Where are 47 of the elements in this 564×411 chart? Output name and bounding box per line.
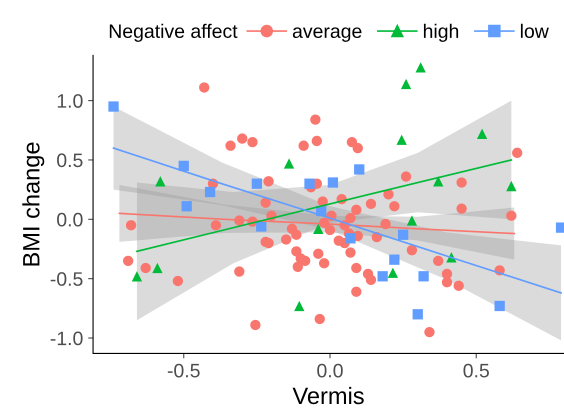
point bbox=[304, 178, 315, 189]
point bbox=[152, 262, 163, 274]
x-tick-label: -0.5 bbox=[168, 364, 200, 378]
point bbox=[132, 271, 142, 282]
point bbox=[433, 176, 444, 186]
y-tick-label: -1.0 bbox=[50, 331, 83, 346]
point bbox=[406, 215, 418, 226]
point bbox=[506, 180, 516, 192]
y-tick-label: -0.5 bbox=[50, 272, 83, 286]
line-series bbox=[112, 147, 562, 294]
point bbox=[494, 300, 505, 312]
x-tick-label: 0.0 bbox=[317, 364, 343, 378]
y-tick-label: 0.5 bbox=[57, 153, 83, 168]
x-tick-label: 0.5 bbox=[463, 364, 489, 378]
point bbox=[476, 128, 488, 139]
point bbox=[294, 300, 304, 312]
legend-label: low bbox=[520, 24, 549, 38]
legend-label: high bbox=[424, 24, 458, 42]
point bbox=[412, 309, 423, 320]
point bbox=[256, 221, 266, 232]
point bbox=[328, 177, 338, 188]
point bbox=[354, 164, 364, 175]
point bbox=[396, 134, 407, 145]
point bbox=[155, 176, 166, 186]
line-series bbox=[118, 212, 516, 234]
y-axis-title: BMI change bbox=[22, 142, 44, 266]
line-series bbox=[136, 159, 512, 252]
point bbox=[418, 271, 429, 282]
point bbox=[252, 178, 262, 189]
point bbox=[108, 101, 119, 112]
x-axis-title: Vermis bbox=[292, 386, 364, 404]
y-tick-label: 1.0 bbox=[58, 94, 83, 108]
point bbox=[388, 268, 398, 278]
point bbox=[416, 62, 426, 73]
point bbox=[204, 186, 216, 198]
point bbox=[182, 201, 192, 212]
point bbox=[400, 78, 412, 90]
legend-label: average bbox=[292, 27, 362, 42]
point bbox=[389, 254, 400, 265]
point bbox=[284, 158, 294, 169]
point bbox=[345, 233, 356, 244]
legend-title: Negative affect bbox=[110, 24, 238, 42]
point bbox=[398, 230, 408, 240]
point bbox=[313, 224, 324, 234]
point bbox=[377, 271, 388, 282]
y-tick-label: 0.0 bbox=[57, 212, 83, 227]
point bbox=[178, 160, 189, 172]
